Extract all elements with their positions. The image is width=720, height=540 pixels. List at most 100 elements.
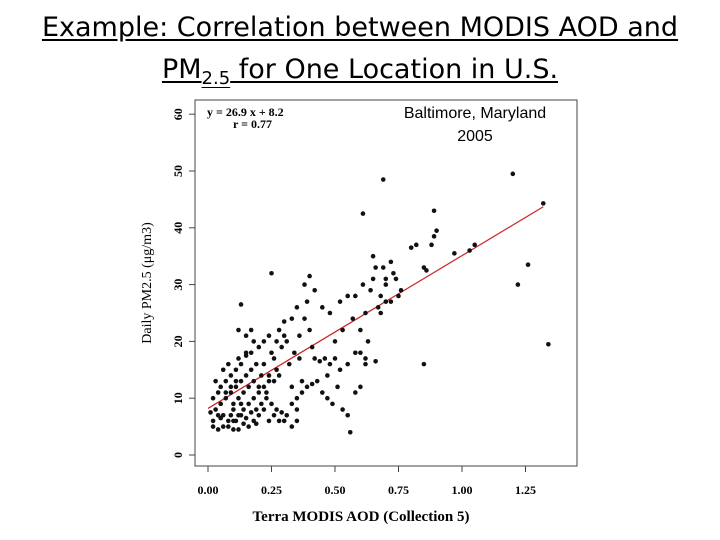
data-point: [231, 427, 236, 432]
regression-equation: y = 26.9 x + 8.2: [207, 105, 284, 119]
data-point: [276, 373, 282, 378]
data-point: [238, 412, 244, 418]
data-point: [236, 395, 241, 401]
y-tick-label: 30: [171, 279, 185, 291]
data-point: [238, 378, 244, 384]
data-point: [223, 378, 229, 384]
data-point: [276, 327, 282, 333]
y-axis-label: Daily PM2.5 (μg/m3): [140, 222, 155, 344]
title-pm-suffix: for One Location in U.S.: [230, 54, 559, 85]
data-point: [248, 350, 254, 356]
data-point: [271, 378, 277, 384]
data-point: [271, 412, 277, 418]
data-point: [320, 390, 325, 395]
data-point: [299, 390, 305, 395]
data-point: [213, 407, 218, 412]
slide-title-line-1: Example: Correlation between MODIS AOD a…: [41, 12, 679, 43]
data-point: [345, 361, 351, 367]
data-point: [368, 287, 373, 293]
data-point: [363, 361, 368, 367]
data-point: [467, 248, 472, 253]
x-tick-label: 0.00: [198, 483, 219, 497]
data-point: [358, 384, 363, 390]
data-point: [228, 384, 234, 390]
data-point: [330, 401, 335, 407]
data-point: [264, 395, 269, 401]
data-point: [297, 356, 302, 361]
slide-title-line-2: PM2.5 for One Location in U.S.: [0, 54, 720, 95]
data-point: [266, 418, 272, 424]
data-point: [317, 358, 323, 364]
data-point: [246, 401, 251, 407]
data-point: [228, 412, 234, 418]
data-point: [226, 424, 231, 429]
data-point: [281, 319, 287, 324]
data-point: [353, 390, 358, 395]
data-point: [383, 282, 389, 287]
data-point: [345, 293, 351, 299]
data-point: [269, 270, 274, 276]
data-point: [213, 378, 218, 384]
regression-line: [207, 206, 544, 409]
data-point: [363, 356, 368, 361]
x-tick-label: 1.00: [452, 483, 473, 497]
data-point: [218, 384, 223, 390]
data-point: [286, 361, 292, 367]
chart-title: Baltimore, Maryland: [404, 105, 546, 122]
data-point: [515, 282, 521, 287]
data-point: [424, 268, 429, 273]
data-point: [396, 293, 401, 299]
y-axis: 0 10 20 30 40 50 60: [171, 108, 196, 458]
data-point: [327, 361, 333, 367]
data-point: [253, 361, 259, 367]
data-point: [208, 410, 213, 415]
data-point: [281, 418, 287, 424]
data-point: [472, 242, 478, 248]
data-point: [220, 367, 226, 373]
data-point: [353, 293, 358, 299]
data-point: [238, 302, 244, 307]
data-point: [256, 412, 262, 418]
data-point: [218, 401, 223, 407]
data-point: [378, 310, 384, 316]
data-point: [431, 234, 437, 239]
data-point: [256, 384, 262, 390]
y-tick-label: 0: [171, 452, 185, 458]
data-point: [264, 390, 269, 395]
data-point: [228, 373, 234, 378]
data-point: [289, 424, 295, 429]
data-point: [274, 367, 279, 373]
data-point: [304, 299, 310, 304]
data-point: [243, 333, 249, 339]
data-point: [289, 316, 295, 321]
data-point: [236, 356, 241, 361]
data-point: [510, 171, 516, 177]
data-point: [292, 350, 297, 356]
data-point: [256, 390, 262, 395]
data-point: [360, 282, 366, 287]
data-point: [413, 242, 419, 248]
data-point: [421, 361, 427, 367]
data-point: [312, 287, 317, 293]
data-point: [246, 384, 251, 390]
data-point: [246, 424, 251, 429]
y-tick-label: 20: [171, 335, 185, 347]
data-point: [358, 350, 363, 356]
data-point: [251, 339, 257, 344]
data-point: [289, 401, 295, 407]
data-point: [546, 341, 551, 347]
data-point: [302, 282, 307, 287]
data-point: [253, 407, 259, 412]
x-tick-label: 0.50: [325, 483, 346, 497]
x-tick-label: 1.25: [515, 483, 536, 497]
data-point: [274, 339, 279, 344]
data-point: [269, 401, 274, 407]
data-point: [271, 356, 277, 361]
data-point: [261, 384, 267, 390]
data-point: [248, 367, 254, 373]
data-point: [434, 228, 439, 233]
data-point: [243, 373, 249, 378]
data-point: [388, 259, 394, 265]
data-point: [289, 384, 295, 390]
